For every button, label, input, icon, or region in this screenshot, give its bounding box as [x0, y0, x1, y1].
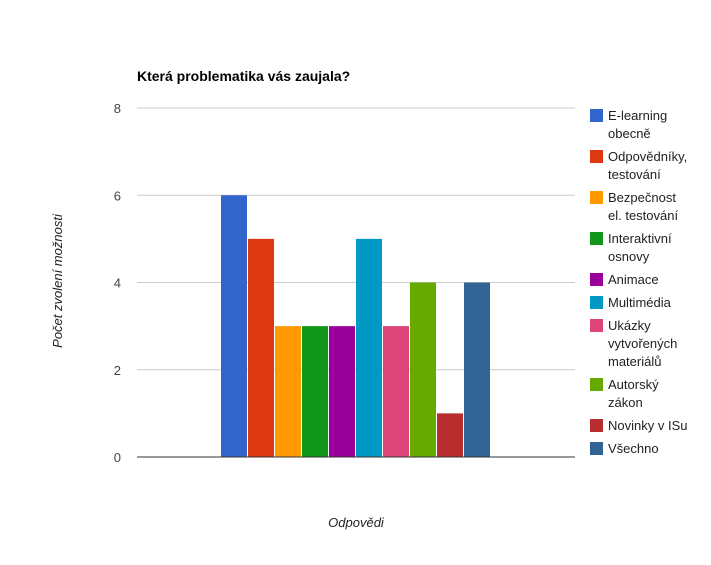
legend-swatch	[590, 296, 603, 309]
legend-label: Autorský	[608, 377, 659, 392]
y-tick-label: 8	[114, 101, 121, 116]
legend-item: Novinky v ISu	[590, 418, 687, 433]
legend-item: Bezpečnost el. testování	[590, 190, 678, 223]
legend-label: zákon	[608, 395, 643, 410]
bar	[248, 238, 274, 457]
legend-swatch	[590, 442, 603, 455]
legend-swatch	[590, 273, 603, 286]
legend-item: Všechno	[590, 441, 659, 456]
bar	[275, 326, 301, 457]
legend-swatch	[590, 109, 603, 122]
x-axis-title: Odpovědi	[328, 515, 385, 530]
bar	[464, 282, 490, 457]
legend-item: E-learning obecně	[590, 108, 667, 141]
bar	[410, 282, 436, 457]
bar	[356, 238, 382, 457]
y-tick-label: 2	[114, 363, 121, 378]
y-tick-label: 0	[114, 450, 121, 465]
legend-swatch	[590, 378, 603, 391]
bars	[221, 195, 490, 457]
legend-label: obecně	[608, 126, 651, 141]
legend-label: Bezpečnost	[608, 190, 676, 205]
legend-swatch	[590, 191, 603, 204]
legend-swatch	[590, 232, 603, 245]
y-axis-title: Počet zvolení možnosti	[50, 213, 65, 348]
legend-label: el. testování	[608, 208, 678, 223]
legend-item: Animace	[590, 272, 659, 287]
y-axis-ticks: 0 2 4 6 8	[114, 101, 121, 465]
legend-label: Novinky v ISu	[608, 418, 687, 433]
bar	[221, 195, 247, 457]
legend-item: Interaktivní osnovy	[590, 231, 672, 264]
bar	[329, 326, 355, 457]
legend-label: Všechno	[608, 441, 659, 456]
chart-title: Která problematika vás zaujala?	[137, 68, 350, 84]
legend-label: vytvořených	[608, 336, 677, 351]
bar	[383, 326, 409, 457]
legend-label: Multimédia	[608, 295, 672, 310]
bar	[302, 326, 328, 457]
y-tick-label: 4	[114, 276, 121, 291]
legend: E-learning obecně Odpovědníky, testování Bez…	[590, 108, 687, 456]
bar	[437, 413, 463, 457]
legend-label: osnovy	[608, 249, 650, 264]
legend-swatch	[590, 319, 603, 332]
legend-label: Interaktivní	[608, 231, 672, 246]
legend-item: Autorský zákon	[590, 377, 659, 410]
legend-swatch	[590, 150, 603, 163]
legend-label: Odpovědníky,	[608, 149, 687, 164]
legend-swatch	[590, 419, 603, 432]
y-tick-label: 6	[114, 188, 121, 203]
legend-item: Multimédia	[590, 295, 672, 310]
legend-label: E-learning	[608, 108, 667, 123]
legend-label: Ukázky	[608, 318, 651, 333]
legend-label: testování	[608, 167, 661, 182]
legend-label: materiálů	[608, 354, 661, 369]
legend-item: Odpovědníky, testování	[590, 149, 687, 182]
legend-item: Ukázky vytvořených materiálů	[590, 318, 677, 369]
legend-label: Animace	[608, 272, 659, 287]
